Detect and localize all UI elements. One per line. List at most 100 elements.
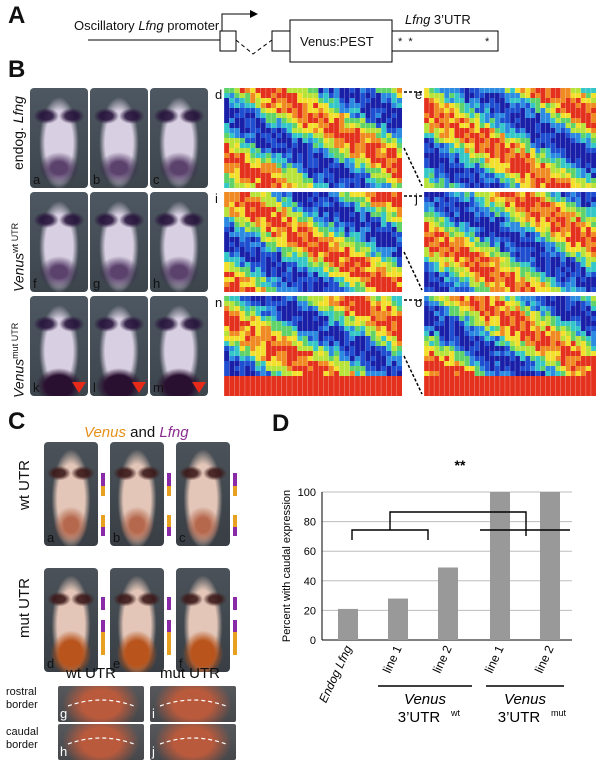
border-dashed-line [159, 699, 227, 707]
kymograph-j [424, 192, 596, 292]
expression-domain-bar [167, 514, 171, 528]
expression-domain-bar [233, 597, 237, 610]
sublabel-c-e: e [113, 656, 121, 671]
expression-domain-bar [101, 485, 105, 497]
c-row-label-wt: wt UTR [16, 460, 33, 510]
bar-0 [338, 608, 358, 640]
embryo-b-c [150, 88, 208, 188]
c-row-label-mut: mut UTR [16, 578, 33, 638]
bar-2 [438, 567, 458, 640]
sublabel-closeup-i: i [152, 706, 155, 721]
x-tick-label: line 2 [532, 643, 557, 675]
utr-stars: * * [398, 36, 413, 48]
embryo-b-f [30, 192, 88, 292]
sublabel-b-a: a [33, 172, 41, 187]
expression-domain-bar [167, 632, 171, 656]
border-dashed-line [67, 699, 135, 707]
sublabel-hm-o: o [414, 295, 424, 310]
bar-chart: 0 20 40 60 80 100 Percent with caudal expressi… [281, 457, 572, 726]
embryo-c-d [44, 568, 98, 672]
x-tick-label: line 1 [482, 643, 507, 675]
row-label-venus-mut: Venusmut UTR [10, 322, 27, 398]
sublabel-b-k: k [33, 380, 40, 395]
embryo-c-b [110, 442, 164, 546]
x-tick-label: Endog Lfng [316, 643, 355, 705]
border-dashed-line [67, 737, 135, 745]
sublabel-hm-i: i [214, 191, 219, 206]
sublabel-hm-e: e [414, 87, 424, 102]
group-label-sup: wt [450, 708, 460, 718]
zoom-connector [403, 91, 423, 187]
x-tick-label: line 1 [380, 643, 405, 675]
panel-d-label: D [272, 410, 290, 437]
kymograph-o [424, 296, 596, 396]
arrowhead-marker [192, 382, 206, 393]
closeup-g [58, 686, 144, 722]
embryo-b-g [90, 192, 148, 292]
y-tick-label: 20 [304, 605, 316, 617]
expression-domain-bar [167, 485, 171, 497]
group-label-gene: Venus [504, 691, 546, 708]
sublabel-closeup-h: h [60, 744, 68, 759]
y-tick-label: 60 [304, 546, 316, 558]
closeup-j [150, 724, 236, 760]
embryo-c-c [176, 442, 230, 546]
sublabel-b-g: g [93, 276, 101, 291]
sublabel-c-f: f [179, 656, 183, 671]
closeup-i [150, 686, 236, 722]
promoter-label: Oscillatory Lfng promoter [74, 18, 220, 33]
y-tick-label: 40 [304, 576, 316, 588]
row-label-venus-wt: Venuswt UTR [10, 222, 27, 292]
panel-a-label: A [8, 2, 26, 29]
sublabel-hm-n: n [214, 295, 224, 310]
row-label-endog: endog. Lfng [10, 96, 26, 170]
sublabel-c-d: d [47, 656, 55, 671]
sublabel-b-l: l [93, 380, 96, 395]
construct-diagram [88, 10, 499, 63]
panel-c-title: Venus and Lfng [84, 424, 189, 441]
sublabel-b-h: h [153, 276, 161, 291]
expression-domain-bar [167, 597, 171, 610]
y-tick-label: 0 [310, 635, 316, 647]
y-tick-label: 80 [304, 517, 316, 529]
x-tick-label: line 2 [430, 643, 455, 675]
kymograph-i [224, 192, 402, 292]
embryo-b-m [150, 296, 208, 396]
embryo-b-l [90, 296, 148, 396]
closeup-title-wt: wt UTR [66, 665, 116, 682]
expression-domain-bar [233, 527, 237, 536]
bar-4 [540, 492, 560, 640]
sublabel-b-m: m [153, 380, 164, 395]
y-tick-label: 100 [298, 487, 316, 499]
sublabel-c-b: b [113, 530, 121, 545]
kymograph-e [424, 88, 596, 188]
bar-3 [490, 492, 510, 640]
embryo-b-a [30, 88, 88, 188]
expression-domain-bar [101, 632, 105, 656]
expression-domain-bar [167, 527, 171, 536]
caudal-border-label: caudal border [6, 726, 39, 751]
kymograph-n [224, 296, 402, 396]
arrowhead-marker [72, 382, 86, 393]
panel-c-label: C [8, 408, 26, 435]
expression-domain-bar [101, 620, 105, 633]
expression-domain-bar [167, 620, 171, 633]
arrowhead-marker [132, 382, 146, 393]
expression-domain-bar [233, 514, 237, 528]
reporter-label: Venus:PEST [300, 34, 374, 49]
sublabel-hm-j: j [414, 191, 419, 206]
embryo-b-h [150, 192, 208, 292]
embryo-c-e [110, 568, 164, 672]
expression-domain-bar [233, 620, 237, 633]
sublabel-b-f: f [33, 276, 37, 291]
utr-label: Lfng 3’UTR [405, 12, 471, 27]
closeup-h [58, 724, 144, 760]
sublabel-c-a: a [47, 530, 55, 545]
expression-domain-bar [167, 473, 171, 486]
expression-domain-bar [101, 527, 105, 536]
significance-stars: ** [455, 457, 466, 473]
y-axis-label: Percent with caudal expression [281, 490, 293, 642]
expression-domain-bar [233, 485, 237, 497]
closeup-title-mut: mut UTR [160, 665, 220, 682]
border-dashed-line [159, 737, 227, 745]
